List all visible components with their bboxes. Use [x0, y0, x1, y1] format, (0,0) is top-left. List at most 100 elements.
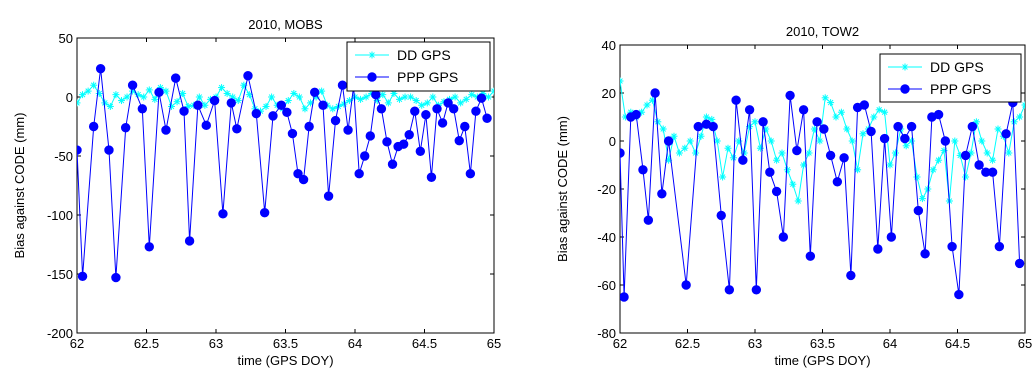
ppp-gps-point [873, 244, 883, 254]
dd-gps-point [1016, 113, 1024, 121]
dd-gps-point [773, 156, 781, 164]
legend-box [879, 53, 1022, 103]
x-tick-label: 64 [883, 336, 897, 351]
x-tick-label: 64 [348, 336, 362, 351]
ppp-gps-point [657, 189, 667, 199]
ppp-gps-point [681, 280, 691, 290]
chart-title: 2010, TOW2 [786, 24, 859, 39]
ppp-gps-point [184, 236, 195, 246]
y-axis-label: Bias against CODE (mm) [12, 113, 27, 259]
dd-gps-point [90, 81, 98, 89]
ppp-gps-point [337, 80, 348, 90]
dd-gps-point [329, 105, 337, 113]
ppp-gps-point [104, 145, 114, 155]
legend: DD GPS PPP GPS [879, 53, 1022, 103]
x-tick-label: 62.5 [134, 336, 159, 351]
dd-gps-point [821, 94, 829, 102]
ppp-gps-point [631, 109, 641, 120]
dd-gps-point [751, 118, 759, 126]
legend: DD GPS PPP GPS [346, 41, 491, 92]
dd-gps-point [179, 89, 187, 97]
ppp-gps-point [360, 151, 370, 161]
dd-gps-point [301, 105, 309, 113]
dd-gps-point [918, 195, 926, 203]
x-tick-label: 62 [613, 336, 627, 351]
ppp-gps-point [88, 121, 99, 132]
legend-label: DD GPS [397, 47, 451, 63]
ppp-gps-point [785, 90, 795, 101]
y-tick-label: -150 [47, 267, 73, 282]
ppp-gps-point [724, 285, 735, 295]
ppp-gps-point [309, 87, 320, 97]
dd-gps-point [234, 97, 242, 105]
dd-gps-point [379, 91, 387, 99]
legend-box [346, 41, 491, 92]
dd-gps-point [719, 173, 727, 181]
dd-gps-point [451, 93, 459, 101]
chart-panel-tow2: 2010, TOW2 62 62.5 63 63.5 64 64.5 65 -80 -60 -40 -… [555, 24, 1032, 368]
dd-gps-point [345, 97, 353, 105]
ppp-gps-point [465, 169, 476, 179]
ppp-gps-point [663, 136, 674, 146]
dd-gps-point [767, 137, 775, 145]
ppp-gps-point [832, 177, 843, 187]
ppp-gps-point [471, 106, 481, 116]
ppp-gps-point [893, 121, 903, 132]
dd-gps-point [268, 93, 276, 101]
dd-gps-point [902, 142, 910, 150]
dd-gps-point [195, 93, 203, 101]
ppp-gps-point [920, 249, 930, 259]
ppp-gps-point [298, 174, 309, 185]
dd-gps-point [837, 108, 845, 116]
y-tick-label: -20 [597, 182, 616, 197]
ppp-gps-point [144, 242, 154, 252]
x-tick-label: 63.5 [810, 336, 835, 351]
y-tick-label: -200 [47, 326, 73, 341]
ppp-gps-point [398, 139, 409, 149]
legend-label: PPP GPS [930, 81, 991, 97]
ppp-gps-point [218, 209, 228, 219]
y-tick-label: -100 [47, 208, 73, 223]
dd-gps-point [935, 156, 943, 164]
dd-gps-point [881, 108, 889, 116]
ppp-gps-point [448, 104, 459, 114]
dd-gps-point [643, 101, 651, 109]
legend-marker [900, 84, 910, 94]
ppp-gps-point [839, 153, 849, 163]
ppp-gps-point [866, 126, 876, 137]
ppp-gps-point [259, 207, 270, 218]
dd-gps-point [989, 156, 997, 164]
legend-marker [368, 51, 376, 59]
x-tick-label: 64.5 [945, 336, 970, 351]
ppp-gps-point [886, 232, 897, 242]
dd-gps-point [395, 95, 403, 103]
ppp-gps-point [161, 125, 171, 135]
dd-gps-point [994, 125, 1002, 133]
y-axis-label: Bias against CODE (mm) [555, 116, 570, 262]
dd-gps-point [173, 98, 181, 106]
dd-gps-point [168, 102, 176, 110]
ppp-gps-point [437, 118, 448, 128]
legend-label: DD GPS [930, 59, 984, 75]
ppp-gps-point [243, 71, 253, 81]
ppp-gps-line [620, 92, 1021, 298]
ppp-gps-point [798, 105, 809, 115]
dd-gps-point [708, 115, 716, 123]
dd-gps-point [123, 93, 131, 101]
ppp-gps-point [170, 73, 181, 83]
dd-gps-point [362, 93, 370, 101]
x-axis-label: time (GPS DOY) [774, 353, 870, 368]
dd-gps-point [848, 137, 856, 145]
ppp-gps-point [643, 215, 654, 225]
ppp-gps-point [127, 80, 138, 90]
x-tick-label: 65 [487, 336, 501, 351]
ppp-gps-point [365, 131, 375, 141]
ppp-gps-point [716, 210, 726, 221]
dd-gps-point [913, 173, 921, 181]
ppp-gps-point [994, 241, 1005, 252]
y-tick-label: 0 [609, 134, 616, 149]
dd-gps-point [951, 137, 959, 145]
dd-gps-point [384, 99, 392, 107]
ppp-gps-point [825, 150, 836, 161]
ppp-gps-point [846, 270, 856, 281]
